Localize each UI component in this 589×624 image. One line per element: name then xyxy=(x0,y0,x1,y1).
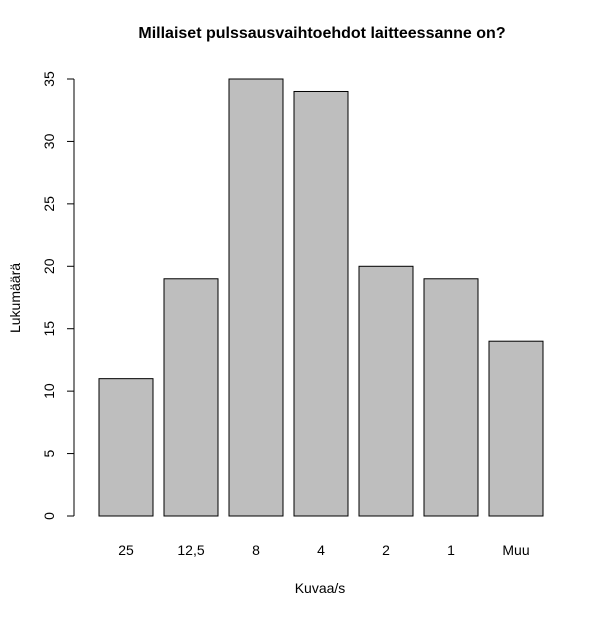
y-tick-label: 15 xyxy=(41,321,57,337)
bar-1 xyxy=(423,278,479,517)
bar-4 xyxy=(293,90,349,517)
y-tick-label: 5 xyxy=(41,449,57,457)
y-tick-label: 35 xyxy=(41,71,57,87)
y-tick-label: 0 xyxy=(41,512,57,520)
x-tick-label: 25 xyxy=(118,542,134,558)
y-tick-label: 25 xyxy=(41,196,57,212)
x-tick-label: 12,5 xyxy=(177,542,204,558)
x-axis-label: Kuvaa/s xyxy=(295,580,346,596)
bars xyxy=(98,78,544,517)
chart-title: Millaiset pulssausvaihtoehdot laitteessa… xyxy=(138,25,505,42)
y-tick-label: 20 xyxy=(41,258,57,274)
bar-25 xyxy=(98,378,154,517)
x-tick-label: 2 xyxy=(382,542,390,558)
y-tick-label: 10 xyxy=(41,383,57,399)
y-axis-label: Lukumäärä xyxy=(7,263,23,333)
y-tick-label: 30 xyxy=(41,133,57,149)
bar-12,5 xyxy=(163,278,219,517)
x-tick-label: 8 xyxy=(252,542,260,558)
bar-2 xyxy=(358,265,414,517)
x-tick-label: 4 xyxy=(317,542,325,558)
bar-Muu xyxy=(488,340,544,517)
y-axis: 0 5 10 15 20 25 30 35 xyxy=(41,71,75,520)
x-tick-labels: 25 12,5 8 4 2 1 Muu xyxy=(118,542,529,558)
x-tick-label: 1 xyxy=(447,542,455,558)
bar-8 xyxy=(228,78,284,517)
x-tick-label: Muu xyxy=(502,542,529,558)
